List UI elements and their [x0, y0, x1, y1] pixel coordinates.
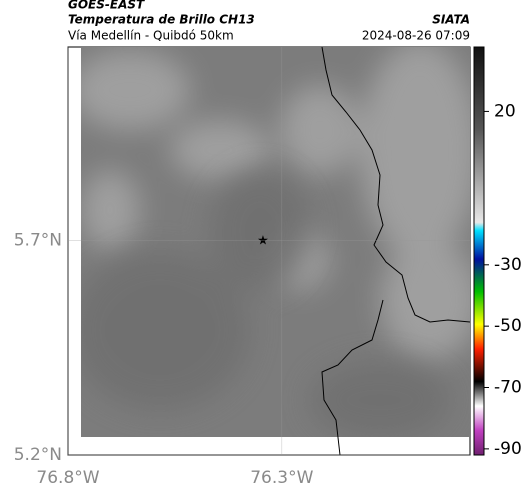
colorbar-tick-label: -30	[494, 255, 522, 275]
location-marker: ★	[257, 234, 269, 249]
x-tick-label: 76.8°W	[36, 468, 99, 488]
colorbar-tick-label: -70	[494, 378, 522, 398]
org: SIATA	[432, 13, 470, 27]
colorbar-tick-label: -90	[494, 439, 522, 459]
y-tick-label: 5.2°N	[14, 445, 62, 465]
source: GOES-EAST	[68, 0, 145, 12]
border-lines	[321, 46, 471, 456]
x-tick-label: 76.3°W	[250, 468, 313, 488]
datetime: 2024-08-26 07:09	[362, 29, 470, 43]
colorbar-tick-label: 20	[494, 101, 516, 121]
region: Vía Medellín - Quibdó 50km	[68, 29, 234, 43]
colorbar	[473, 46, 485, 456]
satellite-image	[81, 47, 470, 437]
y-tick-label: 5.7°N	[14, 230, 62, 250]
colorbar-tick-label: -50	[494, 316, 522, 336]
product: Temperatura de Brillo CH13	[68, 13, 255, 27]
